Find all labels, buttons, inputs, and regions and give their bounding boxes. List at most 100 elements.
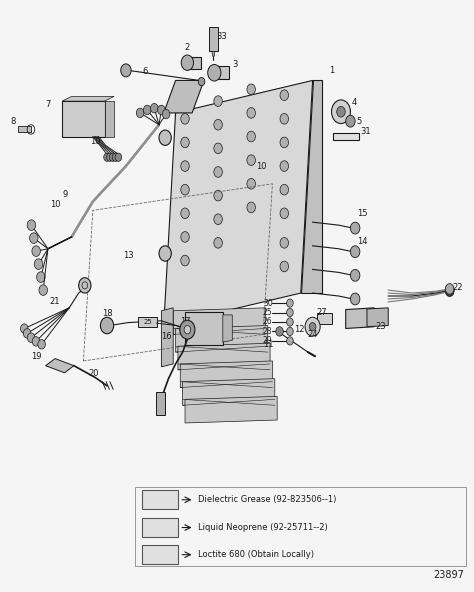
Text: 6: 6: [146, 496, 151, 504]
Bar: [333, 133, 359, 140]
Circle shape: [137, 108, 144, 118]
Circle shape: [446, 284, 454, 295]
Circle shape: [280, 137, 289, 148]
Circle shape: [280, 114, 289, 124]
Polygon shape: [46, 359, 74, 373]
Text: 33: 33: [217, 31, 228, 41]
Text: 25: 25: [143, 523, 153, 532]
Circle shape: [280, 161, 289, 171]
Circle shape: [181, 114, 189, 124]
Text: 4: 4: [351, 98, 356, 107]
Circle shape: [208, 65, 221, 81]
Circle shape: [107, 153, 113, 162]
Text: 10: 10: [50, 200, 61, 209]
Text: Liquid Neoprene (92-25711--2): Liquid Neoprene (92-25711--2): [198, 523, 328, 532]
Circle shape: [247, 84, 255, 95]
Circle shape: [214, 96, 222, 107]
Text: 12: 12: [294, 325, 304, 334]
Bar: [18, 127, 31, 133]
Circle shape: [181, 137, 189, 148]
Circle shape: [247, 202, 255, 213]
Circle shape: [287, 337, 293, 345]
Circle shape: [214, 167, 222, 177]
Circle shape: [214, 237, 222, 248]
Circle shape: [159, 246, 171, 261]
Text: 8: 8: [10, 117, 16, 126]
Circle shape: [121, 64, 131, 77]
Circle shape: [287, 318, 293, 326]
Text: 30: 30: [263, 298, 273, 308]
Text: 24: 24: [307, 330, 318, 339]
Circle shape: [100, 317, 114, 334]
Text: 13: 13: [124, 252, 134, 260]
Bar: [62, 101, 105, 137]
Circle shape: [350, 246, 360, 258]
Text: 25: 25: [144, 319, 153, 325]
Polygon shape: [180, 361, 273, 388]
Circle shape: [247, 108, 255, 118]
Text: 23: 23: [375, 322, 386, 331]
Polygon shape: [178, 343, 270, 370]
Circle shape: [115, 153, 122, 162]
Text: 20: 20: [88, 369, 99, 378]
Text: 3: 3: [232, 60, 237, 69]
Circle shape: [305, 317, 320, 336]
Text: 6: 6: [143, 67, 148, 76]
FancyBboxPatch shape: [143, 518, 178, 537]
Text: 16: 16: [161, 332, 172, 340]
Circle shape: [181, 55, 193, 70]
Circle shape: [36, 272, 45, 282]
Text: 11: 11: [263, 340, 273, 349]
Polygon shape: [105, 101, 114, 137]
Polygon shape: [164, 81, 313, 326]
Polygon shape: [185, 397, 277, 423]
Text: Loctite 680 (Obtain Locally): Loctite 680 (Obtain Locally): [198, 550, 314, 559]
Bar: [156, 392, 164, 415]
Circle shape: [181, 255, 189, 266]
Circle shape: [27, 333, 35, 342]
Text: 7: 7: [46, 99, 51, 108]
Text: 18: 18: [102, 309, 113, 318]
Text: 9: 9: [62, 190, 67, 199]
Circle shape: [181, 184, 189, 195]
Circle shape: [280, 261, 289, 272]
Polygon shape: [164, 81, 204, 113]
Text: 27: 27: [317, 308, 327, 317]
Circle shape: [287, 299, 293, 307]
Text: 10: 10: [91, 137, 101, 146]
Circle shape: [280, 90, 289, 101]
Circle shape: [331, 100, 350, 124]
Circle shape: [247, 155, 255, 166]
Circle shape: [310, 323, 316, 331]
Circle shape: [350, 222, 360, 234]
Bar: [185, 312, 223, 345]
Polygon shape: [182, 379, 275, 406]
Circle shape: [184, 326, 191, 334]
Text: 28: 28: [263, 327, 273, 336]
Bar: [188, 57, 201, 69]
Circle shape: [159, 130, 171, 146]
Circle shape: [181, 208, 189, 218]
Polygon shape: [212, 52, 215, 56]
Circle shape: [181, 161, 189, 171]
Polygon shape: [173, 308, 265, 334]
Text: 1: 1: [329, 66, 335, 75]
Circle shape: [337, 107, 345, 117]
Polygon shape: [62, 96, 114, 101]
Circle shape: [29, 233, 38, 243]
Text: 17: 17: [180, 317, 191, 326]
Text: 22: 22: [452, 282, 463, 292]
Circle shape: [27, 220, 36, 230]
Polygon shape: [301, 81, 322, 293]
Circle shape: [350, 269, 360, 281]
Circle shape: [32, 337, 40, 346]
Circle shape: [276, 327, 283, 336]
Polygon shape: [367, 308, 388, 327]
Circle shape: [20, 324, 28, 333]
Text: 14: 14: [357, 237, 368, 246]
Bar: [318, 313, 331, 324]
Circle shape: [346, 115, 355, 127]
Text: 26: 26: [263, 317, 273, 326]
Text: 21: 21: [49, 297, 60, 307]
Polygon shape: [161, 308, 173, 367]
